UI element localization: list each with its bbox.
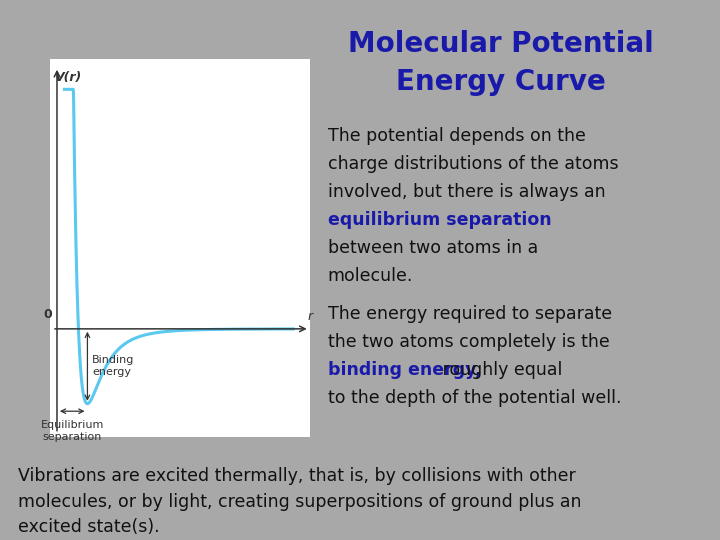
Text: the two atoms completely is the: the two atoms completely is the [328,333,609,351]
Text: Molecular Potential: Molecular Potential [348,30,653,58]
Text: between two atoms in a: between two atoms in a [328,239,538,257]
Text: The potential depends on the: The potential depends on the [328,127,585,145]
Text: involved, but there is always an: involved, but there is always an [328,183,606,201]
Text: Binding
energy: Binding energy [92,355,135,377]
Text: Equilibrium
separation: Equilibrium separation [40,420,104,442]
Text: equilibrium separation: equilibrium separation [328,211,552,229]
Text: binding energy,: binding energy, [328,361,481,379]
Text: The energy required to separate: The energy required to separate [328,305,612,323]
Text: 0: 0 [43,308,52,321]
Text: charge distributions of the atoms: charge distributions of the atoms [328,155,618,173]
Text: roughly equal: roughly equal [437,361,562,379]
Text: Vibrations are excited thermally, that is, by collisions with other
molecules, o: Vibrations are excited thermally, that i… [18,467,582,537]
Text: V(r): V(r) [54,71,81,84]
Text: to the depth of the potential well.: to the depth of the potential well. [328,389,621,407]
Text: molecule.: molecule. [328,267,413,285]
Text: Energy Curve: Energy Curve [395,68,606,96]
Text: r: r [308,310,313,323]
